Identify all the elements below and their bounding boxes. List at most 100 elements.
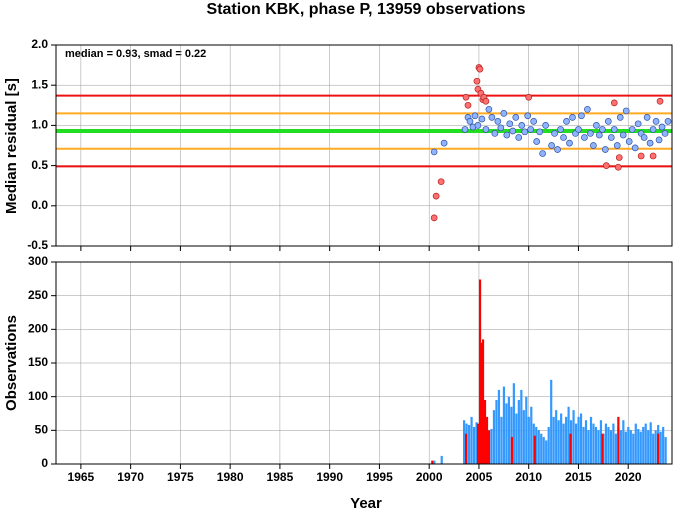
point	[430, 214, 438, 222]
point	[518, 122, 526, 129]
point	[557, 126, 564, 133]
y-tick-label: -0.5	[27, 238, 48, 252]
point	[476, 65, 484, 73]
bar	[470, 416, 473, 464]
point	[625, 138, 633, 145]
bar	[540, 433, 543, 464]
point	[604, 118, 612, 125]
annotation: median = 0.93, smad = 0.22	[65, 48, 206, 60]
bar	[601, 433, 604, 464]
point	[551, 130, 558, 137]
x-tick-label: 2000	[416, 470, 443, 484]
bar	[555, 410, 558, 464]
point	[503, 131, 511, 139]
plot-frame	[55, 44, 673, 247]
bar	[505, 403, 508, 464]
point	[610, 99, 618, 107]
bar	[560, 413, 563, 464]
bar	[634, 423, 637, 464]
x-tick-label: 1980	[217, 470, 244, 484]
point	[527, 126, 535, 133]
bar	[622, 420, 625, 464]
point	[646, 139, 654, 147]
point	[622, 107, 630, 115]
bar	[584, 420, 588, 464]
bar	[537, 430, 540, 464]
point	[466, 118, 474, 125]
point	[566, 139, 573, 147]
point	[610, 126, 618, 133]
point	[464, 101, 472, 109]
bar	[545, 440, 548, 464]
point	[616, 114, 624, 121]
point	[548, 142, 555, 149]
point	[655, 136, 663, 144]
bar	[619, 430, 622, 464]
bar	[607, 426, 610, 464]
bar	[542, 437, 545, 464]
point	[491, 130, 499, 137]
point	[575, 126, 582, 133]
bar	[567, 406, 570, 464]
point	[613, 142, 621, 149]
point	[525, 93, 533, 101]
bar	[502, 386, 506, 464]
point	[462, 93, 470, 101]
bar	[589, 416, 593, 464]
point	[581, 134, 588, 141]
point	[634, 120, 642, 128]
bar	[472, 426, 476, 464]
bar	[530, 406, 533, 464]
point	[506, 120, 514, 128]
point	[652, 118, 660, 125]
point	[521, 128, 529, 136]
bar	[565, 416, 568, 464]
point	[530, 118, 538, 125]
bar	[597, 430, 600, 464]
bar	[485, 416, 489, 464]
bar	[594, 426, 598, 464]
point	[658, 123, 666, 131]
bar	[649, 422, 652, 464]
y-tick-label: 100	[28, 389, 48, 403]
bar	[510, 406, 513, 464]
bar	[652, 433, 655, 464]
point	[539, 150, 546, 157]
point	[542, 122, 549, 129]
point	[569, 114, 576, 121]
point	[533, 138, 541, 145]
bar	[520, 389, 523, 464]
y-tick-label: 2.0	[31, 37, 48, 51]
point	[578, 112, 585, 120]
bar	[467, 424, 471, 464]
bar	[604, 423, 608, 464]
point	[512, 114, 520, 121]
x-tick-label: 1995	[366, 470, 393, 484]
bar	[617, 416, 620, 464]
bar	[475, 422, 478, 464]
point	[494, 118, 502, 125]
x-tick-label: 1990	[316, 470, 343, 484]
y-axis-label: Observations	[3, 315, 20, 411]
bar	[639, 431, 642, 464]
bar	[535, 426, 538, 464]
bar	[624, 431, 627, 464]
bar	[507, 396, 510, 464]
bar	[647, 430, 650, 464]
bar	[577, 416, 580, 464]
point	[593, 122, 600, 129]
bar	[587, 430, 590, 464]
point	[649, 126, 657, 133]
bar	[525, 396, 528, 464]
bar	[527, 416, 530, 464]
point	[643, 114, 651, 121]
bar	[517, 400, 520, 464]
point	[437, 178, 445, 186]
x-tick-label: 2015	[565, 470, 592, 484]
point	[560, 134, 567, 141]
point	[596, 131, 603, 139]
bar	[632, 433, 635, 464]
bar	[642, 426, 645, 464]
point	[649, 152, 657, 160]
y-tick-label: 300	[28, 254, 48, 268]
